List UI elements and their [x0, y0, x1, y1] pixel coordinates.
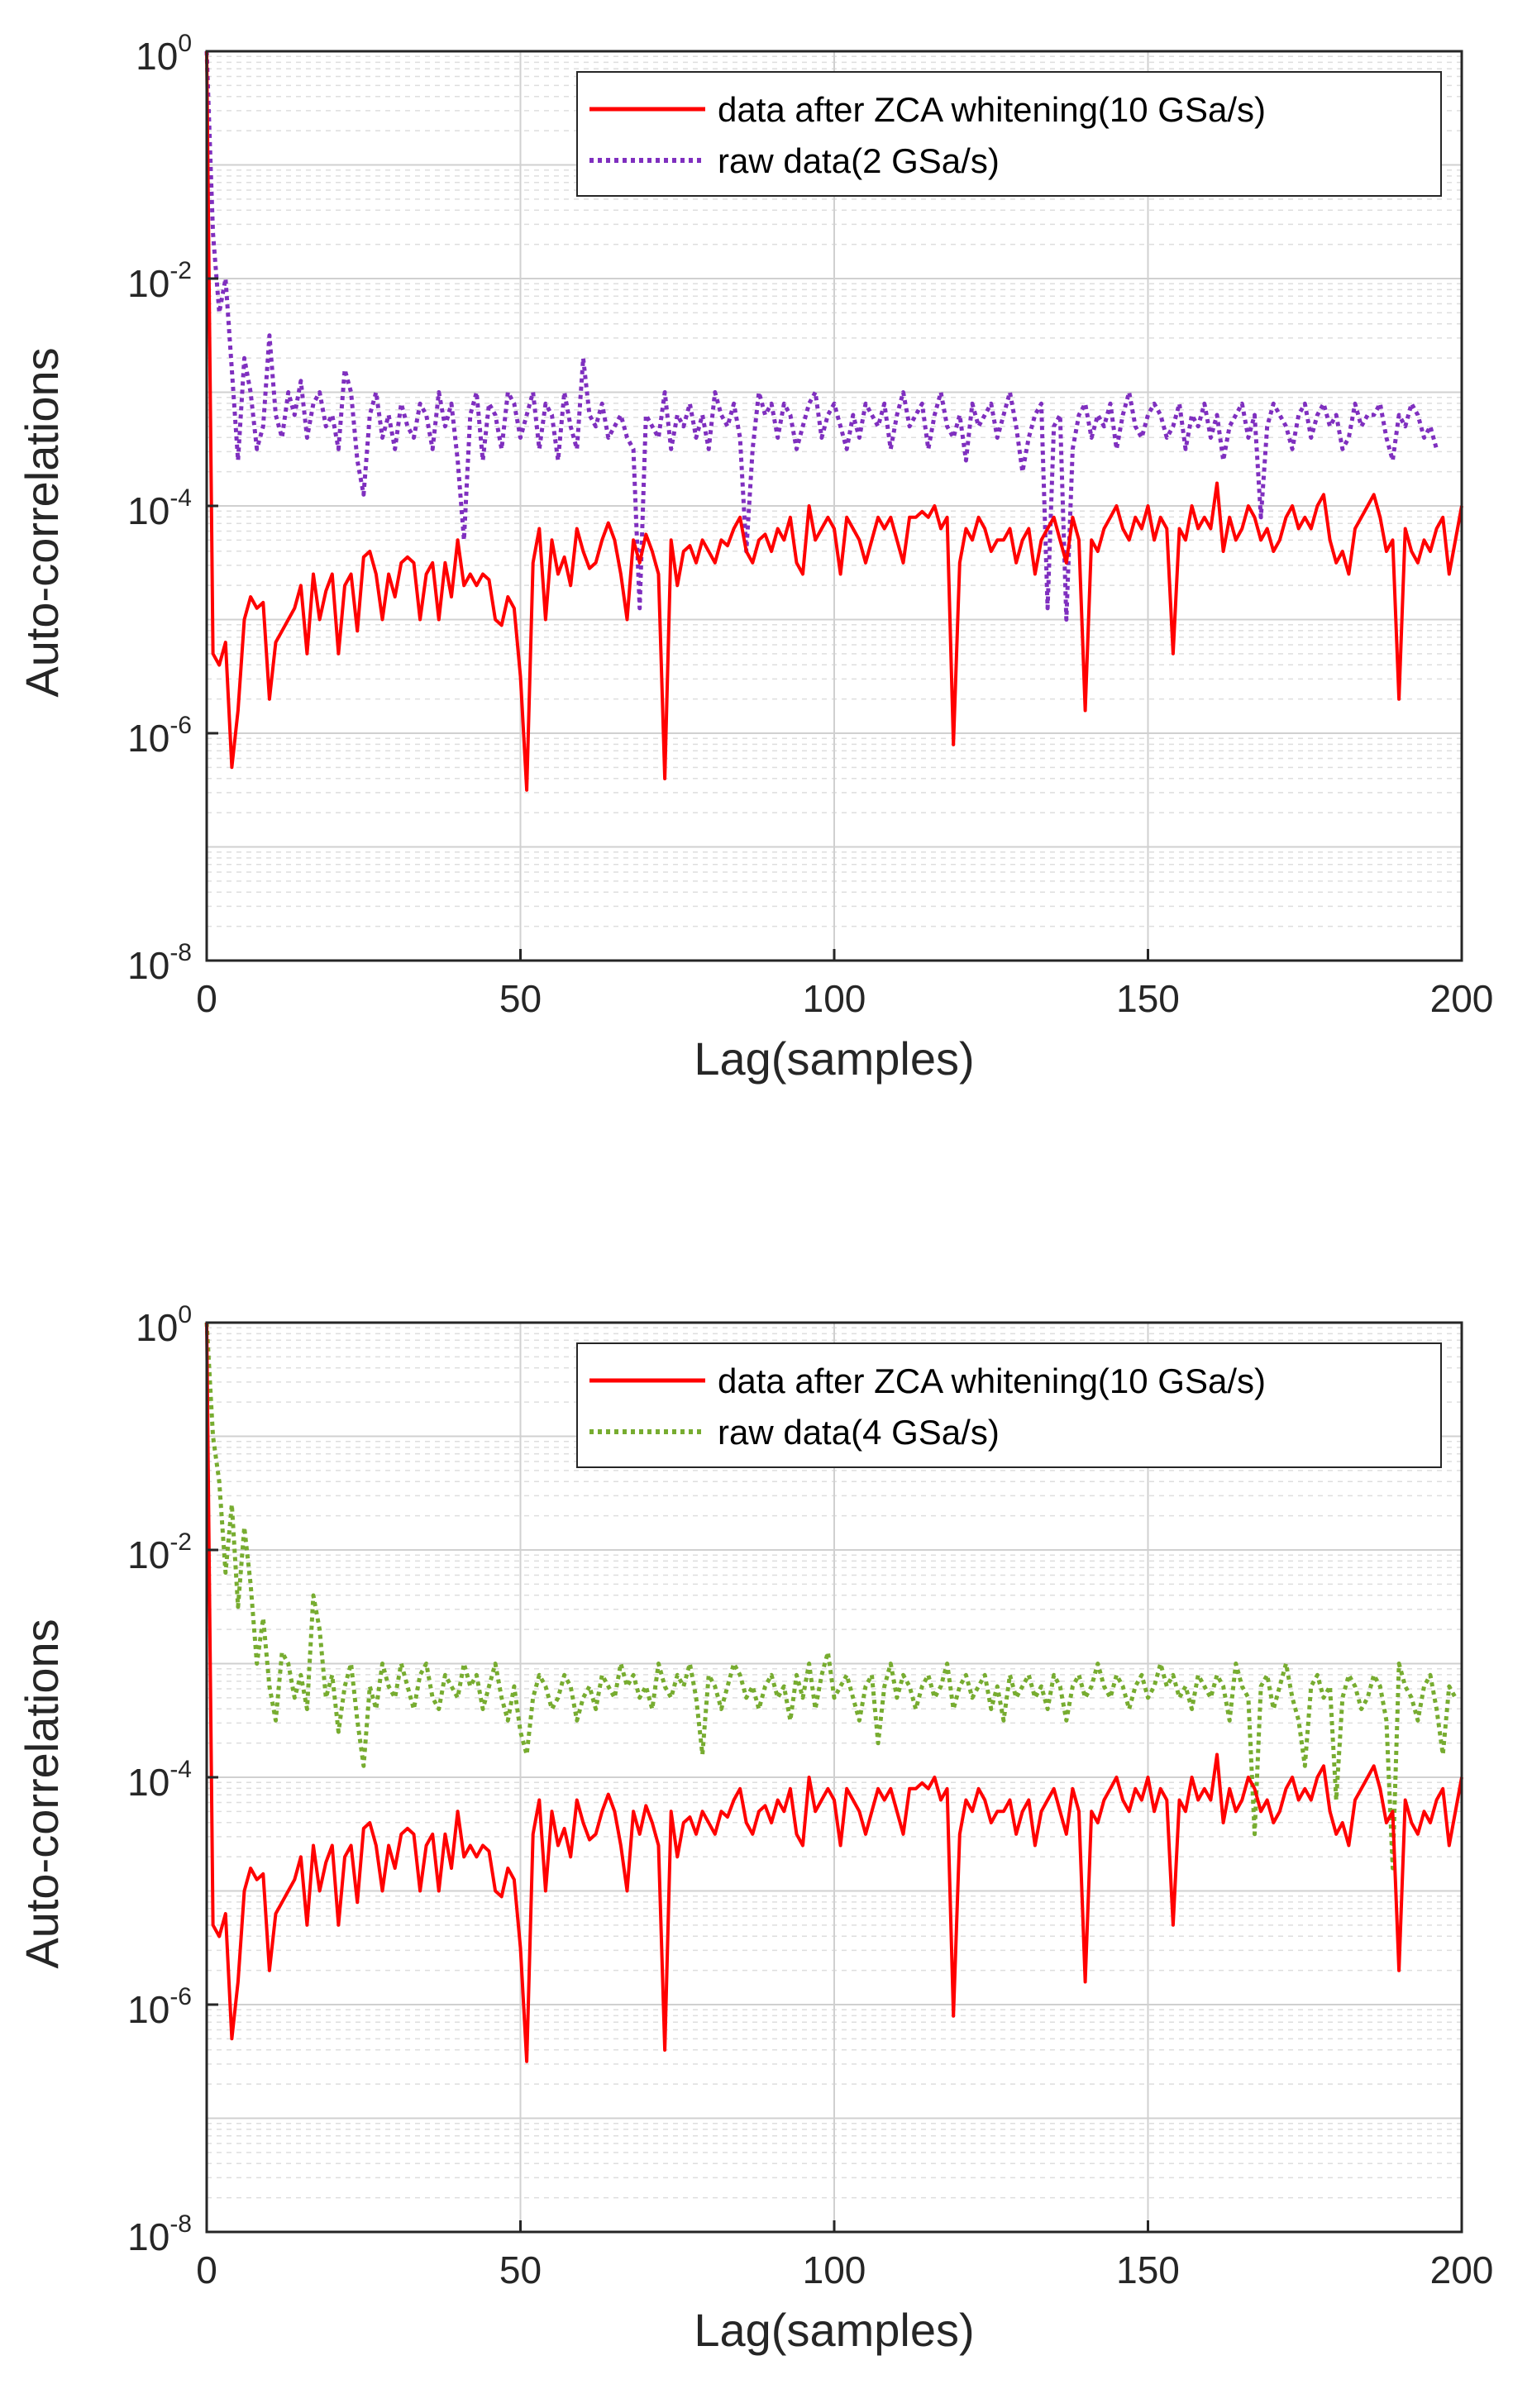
y-tick-label: 100	[136, 30, 192, 78]
chart-panel-bottom: 0 50 100 150 200 10-8 10-6 10-4 10-2 100 Lag(samp…	[16, 1301, 1493, 2356]
ticks: 0 50 100 150 200 10-8 10-6 10-4 10-2 100	[127, 1301, 1493, 2291]
x-tick-label: 200	[1430, 2248, 1494, 2291]
legend: data after ZCA whitening(10 GSa/s) raw d…	[576, 1342, 1442, 1468]
legend: data after ZCA whitening(10 GSa/s) raw d…	[576, 71, 1442, 197]
series-layer	[204, 1322, 1463, 2063]
legend-label-whitened: data after ZCA whitening(10 GSa/s)	[718, 1361, 1266, 1400]
legend-label-raw: raw data(4 GSa/s)	[718, 1413, 1000, 1452]
y-tick-label: 10-6	[127, 712, 192, 760]
y-tick-label: 10-2	[127, 257, 192, 305]
y-tick-label: 10-8	[127, 2210, 192, 2258]
y-tick-label: 10-4	[127, 484, 192, 532]
chart-panel-top: 0 50 100 150 200 10-8 10-6 10-4 10-2 100 Lag(samp…	[16, 30, 1493, 1085]
series-line-whitened	[205, 50, 1463, 792]
y-tick-label: 10-8	[127, 939, 192, 987]
x-tick-label: 0	[196, 977, 217, 1020]
legend-box	[576, 71, 1442, 197]
legend-label-raw: raw data(2 GSa/s)	[718, 141, 1000, 180]
series-line-raw	[204, 1322, 1458, 1871]
y-tick-label: 100	[136, 1301, 192, 1349]
x-axis-label: Lag(samples)	[694, 1032, 974, 1085]
x-tick-label: 100	[803, 977, 866, 1020]
series-line-raw	[204, 50, 1439, 622]
legend-box	[576, 1342, 1442, 1468]
y-axis-label: Auto-correlations	[16, 1619, 68, 1968]
x-tick-label: 50	[499, 2248, 542, 2291]
y-tick-label: 10-6	[127, 1983, 192, 2031]
y-tick-label: 10-4	[127, 1756, 192, 1804]
x-tick-label: 200	[1430, 977, 1494, 1020]
ticks: 0 50 100 150 200 10-8 10-6 10-4 10-2 100	[127, 30, 1493, 1020]
y-tick-label: 10-2	[127, 1528, 192, 1576]
y-axis-label: Auto-correlations	[16, 347, 68, 697]
series-line-whitened	[205, 1322, 1463, 2063]
x-tick-label: 100	[803, 2248, 866, 2291]
x-tick-label: 50	[499, 977, 542, 1020]
x-tick-label: 150	[1116, 977, 1180, 1020]
legend-label-whitened: data after ZCA whitening(10 GSa/s)	[718, 90, 1266, 129]
series-layer	[204, 50, 1463, 792]
x-tick-label: 150	[1116, 2248, 1180, 2291]
x-axis-label: Lag(samples)	[694, 2304, 974, 2356]
x-tick-label: 0	[196, 2248, 217, 2291]
